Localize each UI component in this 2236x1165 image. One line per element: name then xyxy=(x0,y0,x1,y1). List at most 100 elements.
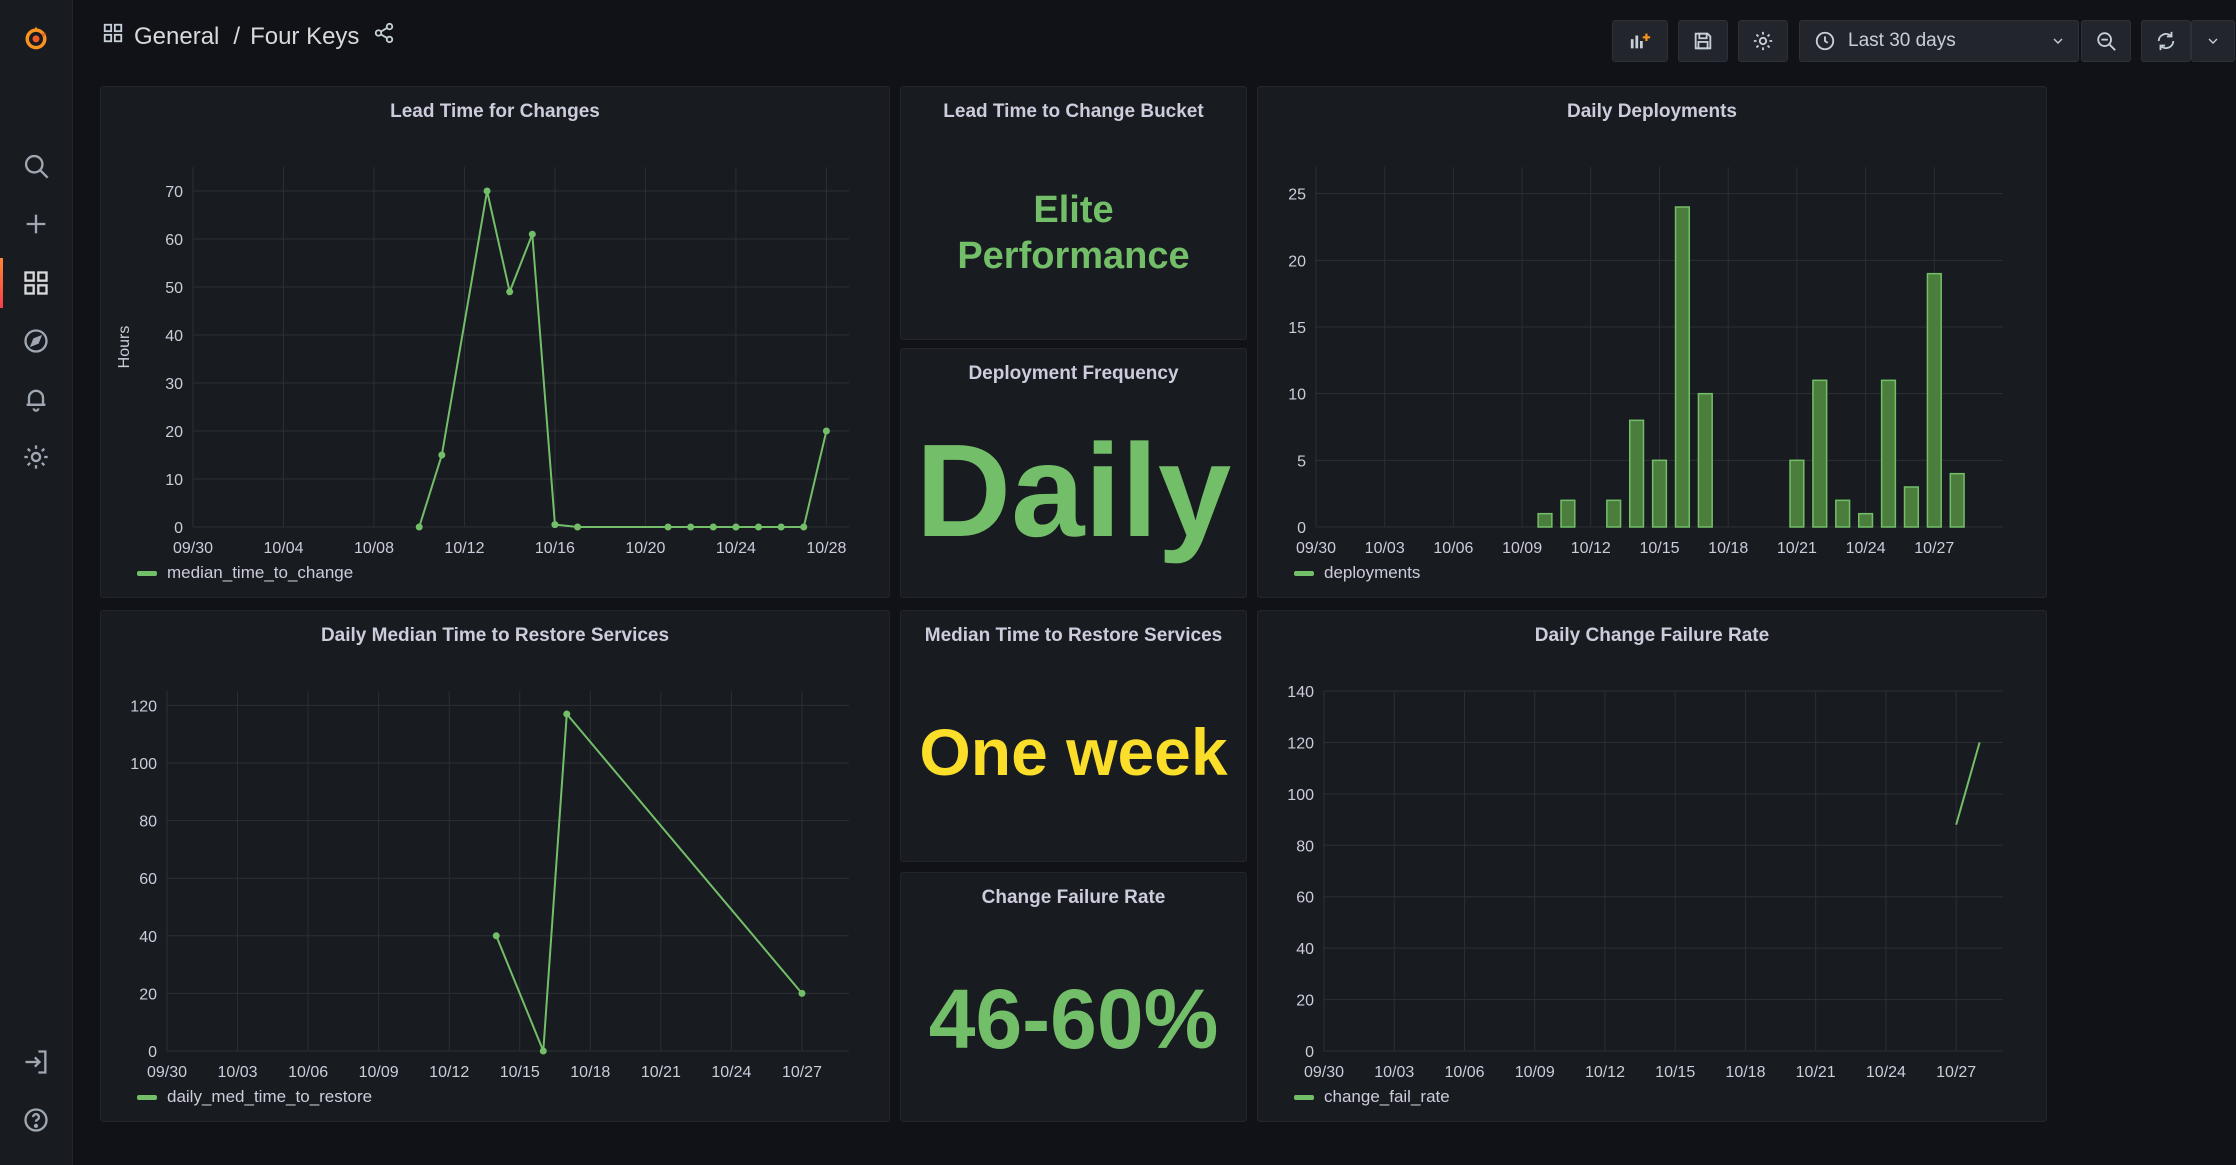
alerting-bell-icon[interactable] xyxy=(16,379,56,419)
x-tick-label: 10/12 xyxy=(444,540,484,557)
create-plus-icon[interactable] xyxy=(16,204,56,244)
y-tick-label: 100 xyxy=(130,756,157,773)
x-tick-label: 10/03 xyxy=(1374,1064,1414,1081)
search-icon[interactable] xyxy=(16,146,56,186)
panel-title: Change Failure Rate xyxy=(981,887,1166,908)
configuration-gear-icon[interactable] xyxy=(16,437,56,477)
panel-daily-deployments[interactable]: Daily Deployments 0 5 10 15 20 25 09/30 10/03 10… xyxy=(1257,86,2047,598)
chart-legend[interactable]: median_time_to_change xyxy=(137,563,353,583)
add-panel-button[interactable] xyxy=(1612,20,1668,62)
y-tick-label: 30 xyxy=(165,376,183,393)
bar[interactable] xyxy=(1926,272,1942,528)
bar[interactable] xyxy=(1537,512,1553,528)
data-point[interactable] xyxy=(687,523,695,531)
series-line[interactable] xyxy=(418,190,828,528)
chart-legend[interactable]: change_fail_rate xyxy=(1294,1087,1450,1107)
bar[interactable] xyxy=(1789,459,1805,528)
bar[interactable] xyxy=(1812,379,1828,528)
dashboard-settings-button[interactable] xyxy=(1738,20,1788,62)
dashboards-icon[interactable] xyxy=(16,263,56,303)
data-point[interactable] xyxy=(492,932,500,940)
grafana-logo-icon[interactable] xyxy=(16,18,56,58)
y-tick-label: 80 xyxy=(139,814,157,831)
data-point[interactable] xyxy=(539,1047,547,1055)
breadcrumb-separator: / xyxy=(233,22,241,50)
panel-title: Daily Median Time to Restore Services xyxy=(320,625,670,646)
breadcrumb: General / Four Keys xyxy=(102,22,395,51)
panel-title: Daily Deployments xyxy=(1567,101,1737,122)
data-point[interactable] xyxy=(755,523,763,531)
panel-deployment-frequency[interactable]: Deployment Frequency Daily xyxy=(900,348,1247,598)
panel-title: Lead Time to Change Bucket xyxy=(943,101,1204,122)
panel-daily-change-failure-rate[interactable]: Daily Change Failure Rate 0 20 40 60 80 100 12… xyxy=(1257,610,2047,1122)
bar[interactable] xyxy=(1560,499,1576,528)
y-tick-label: 0 xyxy=(1297,520,1306,537)
save-dashboard-button[interactable] xyxy=(1678,20,1728,62)
data-point[interactable] xyxy=(664,523,672,531)
breadcrumb-dashboard-title[interactable]: Four Keys xyxy=(250,22,360,50)
y-tick-label: 25 xyxy=(1288,187,1306,204)
explore-compass-icon[interactable] xyxy=(16,321,56,361)
bar[interactable] xyxy=(1903,486,1920,528)
legend-swatch xyxy=(1294,1094,1314,1100)
refresh-button[interactable] xyxy=(2141,20,2191,62)
bar[interactable] xyxy=(1651,459,1668,528)
time-range-picker[interactable]: Last 30 days xyxy=(1799,20,2079,62)
bar[interactable] xyxy=(1949,472,1965,528)
help-icon[interactable] xyxy=(16,1100,56,1140)
x-tick-label: 10/06 xyxy=(288,1064,328,1081)
x-tick-label: 10/20 xyxy=(625,540,665,557)
daily-restore-chart: 0 20 40 60 80 100 120 09/30 10/03 10/06 10/09 10/12… xyxy=(130,691,849,1081)
legend-label: deployments xyxy=(1324,563,1421,582)
x-tick-label: 10/24 xyxy=(711,1064,751,1081)
panel-title: Lead Time for Changes xyxy=(390,101,600,122)
data-point[interactable] xyxy=(574,523,582,531)
y-tick-label: 20 xyxy=(1296,993,1314,1010)
data-point[interactable] xyxy=(563,710,571,718)
data-point[interactable] xyxy=(798,989,806,997)
share-icon[interactable] xyxy=(373,22,395,51)
chart-legend[interactable]: deployments xyxy=(1294,563,1420,583)
bar[interactable] xyxy=(1674,206,1691,528)
panel-lead-time-bucket[interactable]: Lead Time to Change Bucket Elite Perform… xyxy=(900,86,1247,340)
data-point[interactable] xyxy=(506,288,514,296)
x-tick-label: 10/09 xyxy=(1515,1064,1555,1081)
panel-daily-median-time-to-restore[interactable]: Daily Median Time to Restore Services 0 2… xyxy=(100,610,890,1122)
bar[interactable] xyxy=(1857,512,1874,528)
y-tick-label: 100 xyxy=(1287,787,1314,804)
data-point[interactable] xyxy=(800,523,808,531)
data-point[interactable] xyxy=(551,521,559,529)
refresh-interval-dropdown[interactable] xyxy=(2191,20,2235,62)
zoom-out-button[interactable] xyxy=(2081,20,2131,62)
bar[interactable] xyxy=(1697,392,1713,528)
data-point[interactable] xyxy=(777,523,785,531)
bar[interactable] xyxy=(1880,379,1897,528)
x-tick-label: 10/16 xyxy=(535,540,575,557)
data-point[interactable] xyxy=(483,187,491,195)
data-point[interactable] xyxy=(709,523,717,531)
bar[interactable] xyxy=(1606,499,1622,528)
y-tick-label: 10 xyxy=(1288,387,1306,404)
panel-change-failure-rate[interactable]: Change Failure Rate 46-60% xyxy=(900,872,1247,1122)
sign-in-icon[interactable] xyxy=(16,1042,56,1082)
x-tick-label: 10/24 xyxy=(1846,540,1886,557)
data-point[interactable] xyxy=(822,427,830,435)
y-tick-label: 15 xyxy=(1288,320,1306,337)
bar[interactable] xyxy=(1835,499,1851,528)
data-point[interactable] xyxy=(528,230,536,238)
legend-swatch xyxy=(137,1094,157,1100)
series-line[interactable] xyxy=(495,711,803,1052)
chart-legend[interactable]: daily_med_time_to_restore xyxy=(137,1087,372,1107)
bar[interactable] xyxy=(1628,419,1645,528)
panel-median-time-to-restore[interactable]: Median Time to Restore Services One week xyxy=(900,610,1247,862)
breadcrumb-folder-link[interactable]: General xyxy=(134,22,220,50)
x-tick-label: 10/12 xyxy=(1585,1064,1625,1081)
data-point[interactable] xyxy=(415,523,423,531)
x-tick-label: 10/12 xyxy=(1571,540,1611,557)
data-point[interactable] xyxy=(438,451,446,459)
y-tick-label: 40 xyxy=(139,929,157,946)
panel-lead-time-for-changes[interactable]: Lead Time for Changes Hours 0 10 20 30 40 50 6… xyxy=(100,86,890,598)
series-line[interactable] xyxy=(1955,742,1981,825)
x-tick-label: 10/15 xyxy=(1639,540,1679,557)
data-point[interactable] xyxy=(732,523,740,531)
